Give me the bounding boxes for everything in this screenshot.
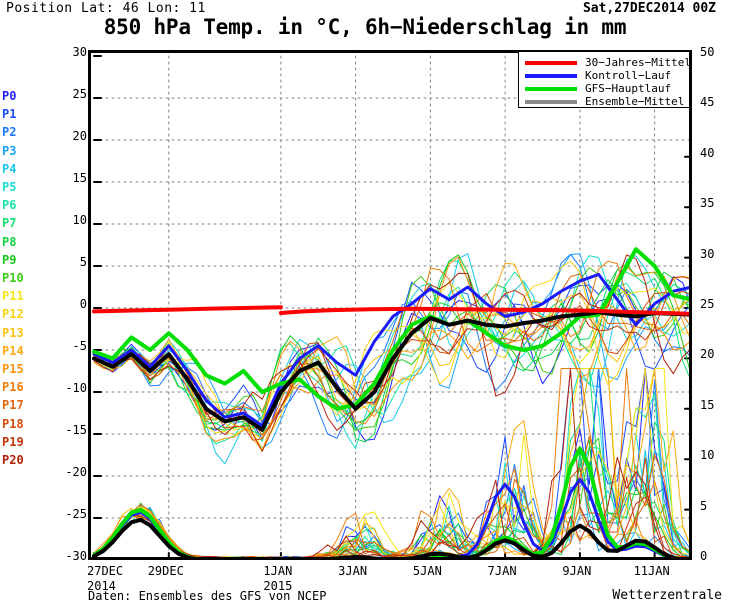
legend-swatch: [525, 60, 577, 65]
ensemble-mean-precip-line: [92, 517, 680, 557]
y-tick-left: 10: [72, 213, 87, 227]
legend-swatch: [525, 99, 577, 104]
y-tick-right: 45: [700, 95, 715, 110]
y-tick-right: 40: [700, 145, 715, 160]
member-label-p14: P14: [2, 343, 24, 358]
y-tick-right: 50: [700, 45, 715, 59]
member-label-p18: P18: [2, 416, 24, 431]
gfs-main-run-precip-line: [92, 446, 679, 557]
ensemble-member-precip-line-p7: [93, 368, 689, 557]
member-label-p20: P20: [2, 453, 24, 467]
legend-label: GFS−Hauptlauf: [585, 82, 672, 95]
member-label-p9: P9: [2, 252, 17, 267]
member-label-p16: P16: [2, 380, 24, 395]
y-tick-left: -15: [65, 423, 87, 437]
ensemble-member-temp-line-p18: [93, 290, 689, 441]
x-tick-label: 3JAN: [338, 564, 368, 578]
member-label-p10: P10: [2, 271, 24, 285]
x-tick-label: 1JAN: [263, 564, 293, 578]
y-tick-right: 35: [700, 196, 715, 211]
member-label-p17: P17: [2, 398, 24, 413]
x-tick-label: 11JAN: [633, 564, 670, 578]
position-line: Position Lat: 46 Lon: 11: [6, 1, 206, 16]
y-tick-left: 20: [72, 129, 87, 143]
y-tick-right: 20: [700, 347, 715, 362]
ensemble-member-precip-line-p20: [93, 368, 676, 557]
legend-box: 30−Jahres−Mittel Kontroll−Lauf GFS−Hauptla…: [518, 51, 691, 108]
x-tick-label: 27DEC: [87, 564, 124, 578]
ensemble-member-temp-line-p15: [93, 256, 689, 442]
legend-label: Ensemble−Mittel: [585, 95, 685, 108]
y-tick-left: 0: [79, 297, 87, 311]
y-tick-left: -30: [65, 549, 87, 563]
climate-mean-temp-segment-1: [92, 305, 283, 314]
member-label-p5: P5: [2, 180, 17, 194]
legend-item: 30−Jahres−Mittel: [525, 56, 691, 69]
member-label-p13: P13: [2, 325, 24, 340]
chart-title: 850 hPa Temp. in °C, 6h−Niederschlag in …: [103, 15, 627, 39]
member-label-p7: P7: [2, 216, 17, 231]
y-tick-right: 15: [700, 397, 715, 412]
y-tick-left: -10: [65, 381, 87, 395]
y-tick-right: 0: [700, 549, 708, 563]
y-tick-right: 10: [700, 448, 715, 463]
ensemble-member-temp-line-p3: [93, 253, 689, 449]
member-label-p1: P1: [2, 107, 17, 122]
ensemble-mean-temp-line: [92, 310, 689, 432]
y-tick-left: 5: [79, 255, 87, 269]
ensemble-member-temp-line-p8: [93, 271, 689, 443]
x-tick-label: 7JAN: [487, 564, 517, 578]
control-run-precip-line: [92, 477, 674, 557]
legend-item: Ensemble−Mittel: [525, 95, 685, 108]
y-tick-right: 30: [700, 246, 715, 261]
legend-swatch: [525, 73, 577, 78]
climate-mean-temp-segment-2: [278, 306, 689, 316]
x-tick-label: 29DEC: [147, 564, 184, 578]
y-tick-left: 25: [72, 87, 87, 101]
member-label-p8: P8: [2, 234, 17, 249]
legend-item: Kontroll−Lauf: [525, 69, 685, 82]
member-label-p2: P2: [2, 125, 17, 140]
legend-label: Kontroll−Lauf: [585, 69, 672, 82]
y-tick-left: 15: [72, 171, 87, 185]
ensemble-member-temp-line-p5: [93, 255, 689, 450]
legend-item: GFS−Hauptlauf: [525, 82, 685, 95]
x-tick-label: 5JAN: [412, 564, 442, 578]
model-run-date: Sat,27DEC2014 00Z: [582, 1, 716, 16]
y-tick-left: -5: [72, 339, 87, 353]
member-label-p4: P4: [2, 161, 17, 176]
x-tick-year-label: 2014: [87, 579, 116, 593]
member-label-p15: P15: [2, 362, 24, 376]
member-label-p0: P0: [2, 89, 17, 103]
gfs-main-run-temp-line: [92, 247, 689, 411]
y-tick-left: -25: [65, 507, 87, 521]
legend-swatch: [525, 86, 577, 91]
ensemble-member-precip-line-p10: [93, 437, 689, 557]
ensemble-member-precip-line-p17: [93, 435, 689, 557]
member-label-p12: P12: [2, 307, 24, 322]
x-tick-year-label: 2015: [263, 579, 293, 593]
plot-canvas: [92, 55, 689, 557]
control-run-temp-line: [92, 272, 689, 428]
y-tick-right: 5: [700, 498, 708, 513]
data-source-note: Daten: Ensembles des GFS von NCEP: [88, 589, 327, 603]
member-label-p11: P11: [2, 289, 24, 304]
y-tick-left: 30: [72, 45, 87, 59]
y-tick-left: -20: [65, 465, 87, 479]
brand-label: Wetterzentrale: [612, 588, 722, 603]
x-tick-label: 9JAN: [562, 564, 592, 578]
ensemble-member-temp-line-p2: [93, 253, 689, 439]
legend-label: 30−Jahres−Mittel: [585, 56, 691, 69]
y-tick-right: 25: [700, 297, 715, 311]
member-label-p6: P6: [2, 198, 17, 213]
plot-area: [88, 50, 692, 560]
member-label-p3: P3: [2, 143, 17, 158]
member-label-p19: P19: [2, 434, 24, 449]
